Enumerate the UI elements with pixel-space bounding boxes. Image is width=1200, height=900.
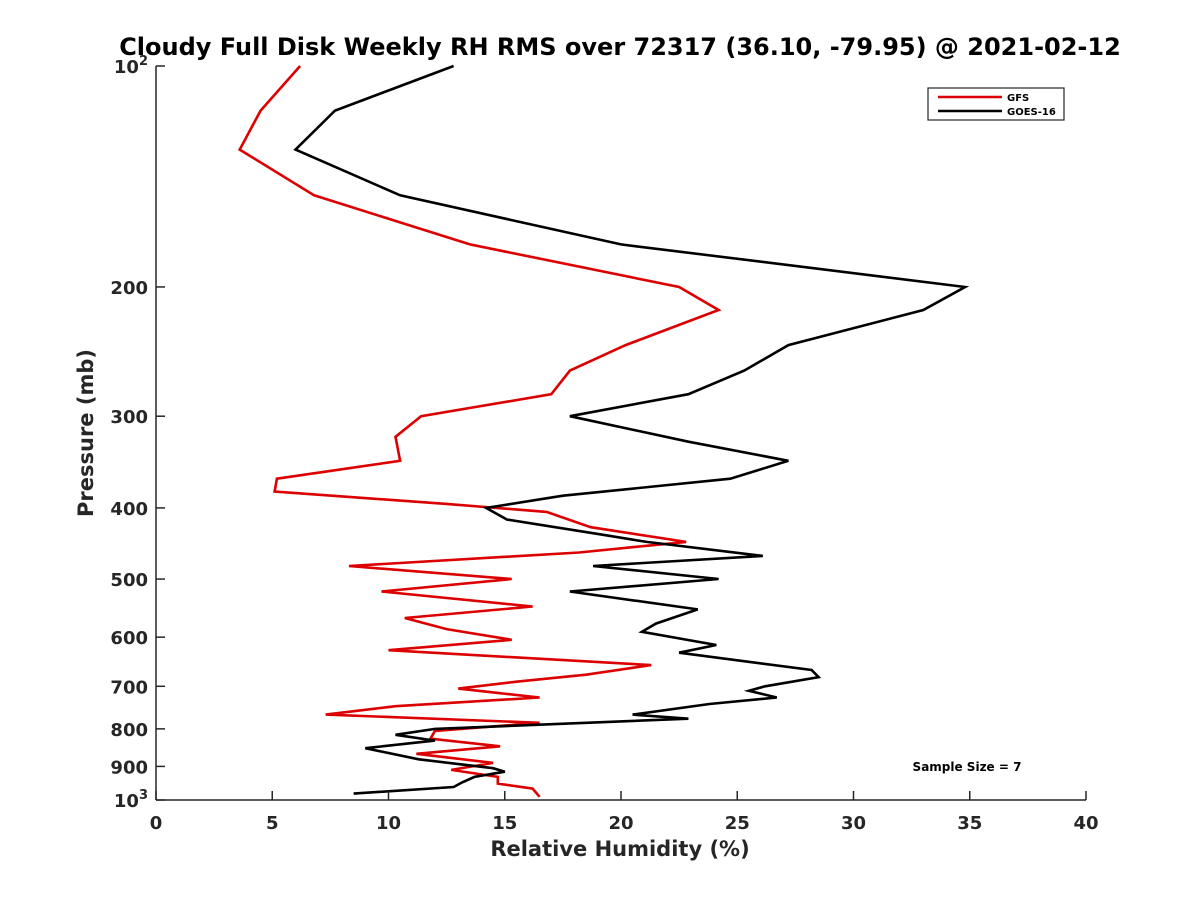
y-tick-label: 900 [110, 757, 148, 778]
legend-box [927, 87, 1065, 121]
x-axis-ticks: 0 5 10 15 20 25 30 35 40 [150, 791, 1099, 834]
y-tick-label: 800 [110, 720, 148, 741]
plot-area [155, 64, 1086, 801]
series-line-goes-16 [293, 64, 970, 795]
x-axis-label: Relative Humidity (%) [490, 837, 749, 861]
y-tick-label: 103 [114, 788, 148, 812]
x-tick-label: 15 [492, 813, 517, 834]
y-tick-label: 300 [110, 407, 148, 428]
y-tick-label: 200 [110, 278, 148, 299]
x-tick-label: 35 [957, 813, 982, 834]
legend-label-goes-16: GOES-16 [1007, 107, 1056, 118]
x-tick-label: 30 [841, 813, 866, 834]
y-axis-label: Pressure (mb) [74, 349, 98, 517]
y-tick-label: 700 [110, 677, 148, 698]
x-tick-label: 25 [725, 813, 750, 834]
x-tick-label: 20 [608, 813, 633, 834]
x-tick-label: 0 [150, 813, 163, 834]
sample-size-annotation: Sample Size = 7 [913, 760, 1022, 774]
y-tick-label: 500 [110, 570, 148, 591]
x-tick-label: 40 [1073, 813, 1098, 834]
y-tick-label: 600 [110, 628, 148, 649]
y-tick-label: 400 [110, 499, 148, 520]
legend: GFS GOES-16 [927, 87, 1065, 121]
chart-title: Cloudy Full Disk Weekly RH RMS over 7231… [119, 33, 1121, 61]
legend-label-gfs: GFS [1007, 93, 1029, 104]
y-tick-label: 102 [114, 54, 148, 78]
series-line-gfs [237, 65, 722, 798]
x-tick-label: 10 [376, 813, 401, 834]
legend-items: GFS GOES-16 [938, 93, 1056, 118]
series-layer [237, 64, 970, 798]
y-axis-ticks: 102 200 300 400 500 600 700 800 900 103 [110, 54, 165, 812]
x-tick-label: 5 [266, 813, 279, 834]
